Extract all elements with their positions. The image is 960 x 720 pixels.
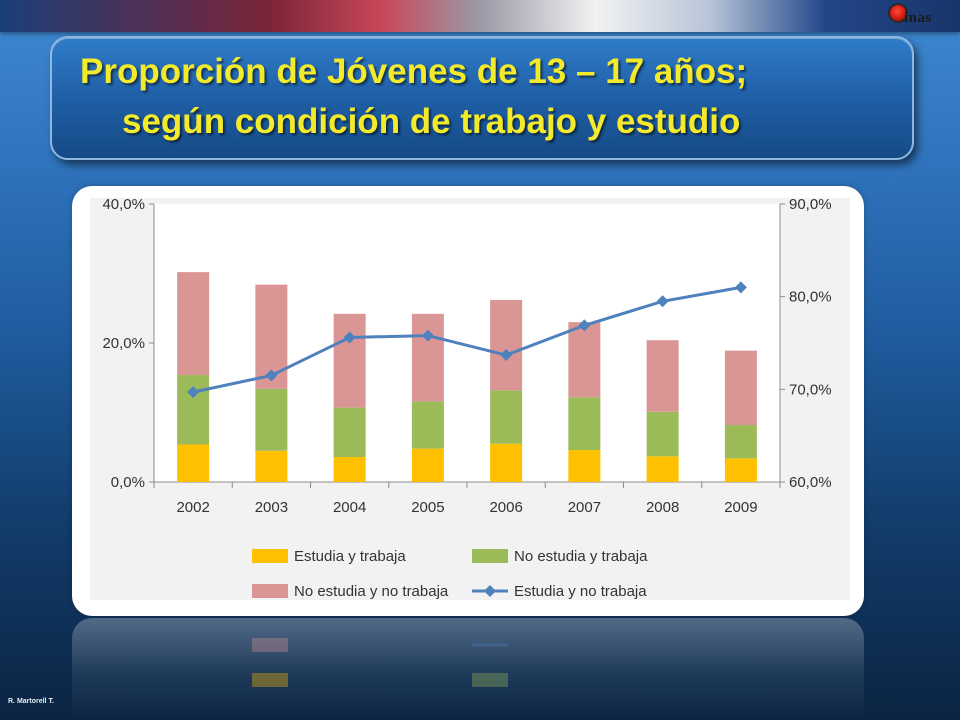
- x-tick-label: 2009: [724, 499, 757, 516]
- page-title-line-2: según condición de trabajo y estudio: [122, 102, 741, 141]
- point-estudia-y-no-trabaja-2009: [734, 281, 747, 294]
- bar-estudia-y-trabaja-2003: [255, 450, 288, 482]
- bar-no-estudia-y-trabaja-2007: [568, 397, 601, 451]
- bar-no-estudia-y-trabaja-2005: [411, 401, 444, 449]
- chart: 0,0% 20,0% 40,0% 60,0% 70,0% 80,0% 90,0% 2002 20…: [90, 196, 850, 600]
- legend-label-no-estudia-y-no-trabaja: No estudia y no trabaja: [294, 583, 449, 600]
- bar-estudia-y-trabaja-2005: [411, 448, 444, 482]
- bar-estudia-y-trabaja-2007: [568, 450, 601, 482]
- bar-no-estudia-y-trabaja-2006: [490, 390, 523, 444]
- reflection-swatch-no-estudia-y-no-trabaja: [252, 638, 288, 652]
- bar-estudia-y-trabaja-2002: [177, 444, 210, 482]
- bar-no-estudia-y-no-trabaja-2004: [333, 313, 366, 408]
- legend-marker-estudia-y-no-trabaja: [484, 585, 496, 597]
- bar-estudia-y-trabaja-2008: [646, 456, 679, 482]
- bar-estudia-y-trabaja-2004: [333, 456, 366, 482]
- x-tick-label: 2003: [255, 499, 288, 516]
- legend-swatch-no-estudia-y-no-trabaja: [252, 584, 288, 598]
- bar-no-estudia-y-trabaja-2008: [646, 411, 679, 457]
- y-left-tick-label: 0,0%: [111, 474, 145, 491]
- author-credit: R. Martorell T.: [8, 698, 54, 705]
- bar-no-estudia-y-trabaja-2004: [333, 407, 366, 457]
- bar-no-estudia-y-trabaja-2002: [177, 374, 210, 445]
- x-tick-label: 2004: [333, 499, 366, 516]
- reflection-swatch-no-estudia-y-trabaja: [472, 673, 508, 687]
- bar-no-estudia-y-trabaja-2003: [255, 388, 288, 451]
- x-tick-label: 2006: [489, 499, 522, 516]
- title-banner: Proporción de Jóvenes de 13 – 17 años; s…: [50, 36, 914, 160]
- top-decorative-bar: inas: [0, 0, 960, 32]
- x-tick-label: 2002: [176, 499, 209, 516]
- legend-label-estudia-y-trabaja: Estudia y trabaja: [294, 548, 406, 565]
- x-tick-label: 2005: [411, 499, 444, 516]
- bar-no-estudia-y-no-trabaja-2008: [646, 340, 679, 412]
- point-estudia-y-no-trabaja-2003: [265, 369, 278, 382]
- y-right-tick-label: 80,0%: [789, 289, 832, 306]
- line-estudia-y-no-trabaja: [192, 285, 742, 394]
- point-estudia-y-no-trabaja-2005: [421, 329, 434, 342]
- reflection-graphic: [252, 638, 508, 687]
- x-tick-label: 2007: [568, 499, 601, 516]
- chart-reflection: [72, 618, 864, 720]
- bar-no-estudia-y-no-trabaja-2002: [177, 272, 210, 375]
- legend-swatch-estudia-y-trabaja: [252, 549, 288, 563]
- logo-emblem-icon: [888, 3, 908, 23]
- y-left-tick-label: 20,0%: [102, 335, 145, 352]
- bar-no-estudia-y-no-trabaja-2005: [411, 313, 444, 402]
- point-estudia-y-no-trabaja-2008: [656, 295, 669, 308]
- point-estudia-y-no-trabaja-2002: [187, 386, 200, 399]
- page-title-line-1: Proporción de Jóvenes de 13 – 17 años;: [80, 52, 748, 91]
- legend-swatch-no-estudia-y-trabaja: [472, 549, 508, 563]
- legend-label-no-estudia-y-trabaja: No estudia y trabaja: [514, 548, 648, 565]
- bar-no-estudia-y-no-trabaja-2009: [724, 350, 757, 426]
- bar-no-estudia-y-trabaja-2009: [724, 425, 757, 459]
- y-right-tick-label: 90,0%: [789, 196, 832, 213]
- chart-card: 0,0% 20,0% 40,0% 60,0% 70,0% 80,0% 90,0% 2002 20…: [72, 186, 864, 616]
- logo-text: inas: [904, 10, 932, 26]
- bar-estudia-y-trabaja-2006: [490, 443, 523, 482]
- bar-estudia-y-trabaja-2009: [724, 458, 757, 482]
- point-estudia-y-no-trabaja-2007: [578, 319, 591, 332]
- point-estudia-y-no-trabaja-2006: [500, 349, 513, 362]
- x-tick-label: 2008: [646, 499, 679, 516]
- plot-area: [154, 204, 780, 482]
- bar-no-estudia-y-no-trabaja-2007: [568, 322, 601, 398]
- point-estudia-y-no-trabaja-2004: [343, 331, 356, 344]
- legend-label-estudia-y-no-trabaja: Estudia y no trabaja: [514, 583, 647, 600]
- y-left-tick-label: 40,0%: [102, 196, 145, 213]
- bar-no-estudia-y-no-trabaja-2006: [490, 299, 523, 391]
- reflection-group: [252, 638, 508, 687]
- reflection-swatch-estudia-y-trabaja: [252, 673, 288, 687]
- logo: inas: [888, 2, 946, 30]
- y-right-tick-label: 60,0%: [789, 474, 832, 491]
- y-right-tick-label: 70,0%: [789, 381, 832, 398]
